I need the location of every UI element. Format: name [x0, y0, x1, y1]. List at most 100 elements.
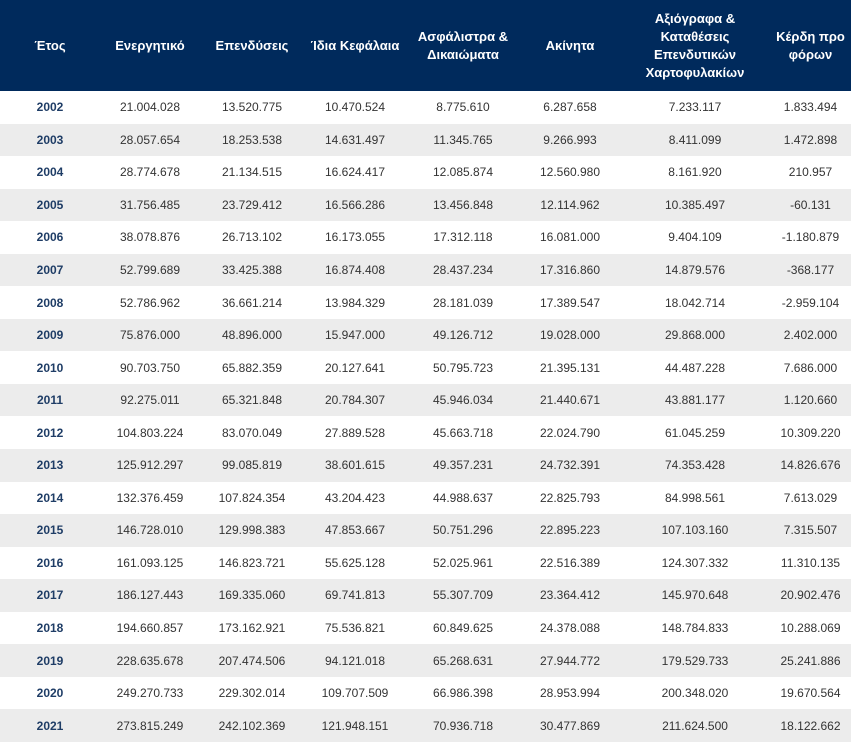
- table-row: 2002 21.004.028 13.520.775 10.470.524 8.775.…: [0, 91, 851, 124]
- cell-premiums: 8.775.610: [436, 100, 490, 115]
- table-row: 2010 90.703.750 65.882.359 20.127.641 50.795…: [0, 351, 851, 384]
- cell-investments: 33.425.388: [221, 263, 283, 277]
- cell-pretax-profit: 1.472.898: [783, 132, 838, 147]
- table-row: 2020 249.270.733 229.302.014 109.707.509 66.…: [0, 676, 851, 710]
- cell-securities: 18.042.714: [664, 295, 726, 310]
- header-pretax-profit: Κέρδη προ φόρων: [776, 28, 845, 62]
- cell-real-estate: 22.825.793: [539, 490, 601, 505]
- cell-premiums: 11.345.765: [433, 132, 493, 147]
- cell-pretax-profit: -1.180.879: [781, 230, 840, 245]
- cell-securities: 29.868.000: [664, 328, 726, 343]
- table-row: 2009 75.876.000 48.896.000 15.947.000 49.126…: [0, 318, 851, 352]
- cell-premiums: 66.986.398: [432, 686, 494, 701]
- cell-assets: 125.912.297: [116, 458, 184, 473]
- cell-premiums: 28.437.234: [432, 263, 494, 277]
- table-body: 2002 21.004.028 13.520.775 10.470.524 8.775.…: [0, 91, 851, 742]
- cell-year: 2003: [36, 132, 64, 147]
- cell-investments: 107.824.354: [218, 490, 286, 505]
- cell-premiums: 65.268.631: [432, 653, 494, 668]
- cell-securities: 61.045.259: [664, 425, 726, 440]
- cell-premiums: 55.307.709: [432, 588, 494, 603]
- cell-real-estate: 24.732.391: [539, 458, 601, 473]
- cell-securities: 9.404.109: [668, 230, 722, 245]
- cell-equity: 13.984.329: [324, 295, 386, 310]
- table-row: 2015 146.728.010 129.998.383 47.853.667 50.7…: [0, 514, 851, 547]
- cell-equity: 121.948.151: [321, 718, 389, 733]
- cell-real-estate: 19.028.000: [539, 328, 601, 343]
- table-header: Έτος Ενεργητικό Επενδύσεις Ίδια Κεφάλαια…: [0, 0, 851, 91]
- cell-year: 2002: [36, 100, 64, 115]
- cell-assets: 132.376.459: [116, 490, 184, 505]
- cell-assets: 92.275.011: [120, 393, 180, 408]
- cell-equity: 47.853.667: [324, 523, 386, 538]
- cell-premiums: 60.849.625: [432, 621, 494, 636]
- cell-premiums: 45.946.034: [432, 393, 494, 408]
- cell-premiums: 70.936.718: [432, 718, 494, 733]
- cell-year: 2005: [36, 197, 64, 212]
- cell-premiums: 44.988.637: [432, 490, 494, 505]
- cell-real-estate: 22.024.790: [539, 425, 601, 440]
- cell-premiums: 28.181.039: [432, 295, 494, 310]
- cell-pretax-profit: -2.959.104: [781, 295, 840, 310]
- cell-year: 2010: [36, 360, 64, 375]
- cell-pretax-profit: 7.613.029: [783, 490, 838, 505]
- cell-assets: 31.756.485: [119, 197, 181, 212]
- cell-year: 2015: [36, 523, 64, 538]
- table-row: 2006 38.078.876 26.713.102 16.173.055 17.312…: [0, 221, 851, 254]
- cell-securities: 43.881.177: [664, 393, 726, 408]
- cell-pretax-profit: 19.670.564: [780, 686, 841, 701]
- table-row: 2012 104.803.224 83.070.049 27.889.528 45.66…: [0, 416, 851, 450]
- cell-assets: 186.127.443: [116, 588, 184, 603]
- cell-equity: 15.947.000: [324, 328, 386, 343]
- cell-year: 2013: [36, 458, 64, 473]
- cell-assets: 52.786.962: [119, 295, 181, 310]
- cell-equity: 10.470.524: [324, 100, 386, 115]
- cell-securities: 179.529.733: [661, 653, 729, 668]
- cell-real-estate: 9.266.993: [543, 132, 597, 147]
- cell-investments: 146.823.721: [218, 555, 286, 570]
- cell-equity: 20.127.641: [324, 360, 386, 375]
- cell-investments: 65.882.359: [221, 360, 283, 375]
- cell-investments: 173.162.921: [218, 621, 286, 636]
- table-row: 2018 194.660.857 173.162.921 75.536.821 60.8…: [0, 611, 851, 645]
- cell-investments: 65.321.848: [221, 393, 283, 408]
- cell-premiums: 12.085.874: [432, 165, 494, 180]
- cell-assets: 90.703.750: [119, 360, 181, 375]
- cell-pretax-profit: 10.309.220: [780, 425, 841, 440]
- cell-real-estate: 6.287.658: [543, 100, 597, 115]
- cell-premiums: 52.025.961: [432, 555, 494, 570]
- cell-real-estate: 12.560.980: [539, 165, 601, 180]
- header-row: Έτος Ενεργητικό Επενδύσεις Ίδια Κεφάλαια…: [0, 0, 851, 91]
- cell-year: 2014: [36, 490, 64, 505]
- cell-real-estate: 17.389.547: [539, 295, 601, 310]
- cell-assets: 75.876.000: [119, 328, 181, 343]
- cell-equity: 94.121.018: [324, 653, 386, 668]
- cell-real-estate: 23.364.412: [539, 588, 601, 603]
- cell-assets: 38.078.876: [119, 230, 181, 245]
- cell-real-estate: 22.895.223: [539, 523, 601, 538]
- cell-securities: 44.487.228: [664, 360, 726, 375]
- cell-year: 2016: [36, 555, 64, 570]
- table-row: 2011 92.275.011 65.321.848 20.784.307 45.946…: [0, 383, 851, 417]
- cell-equity: 69.741.813: [324, 588, 386, 603]
- header-investments: Επενδύσεις: [215, 37, 289, 53]
- cell-real-estate: 22.516.389: [539, 555, 601, 570]
- cell-investments: 99.085.819: [221, 458, 283, 473]
- cell-equity: 16.874.408: [324, 263, 386, 277]
- cell-pretax-profit: 11.310.135: [780, 555, 841, 570]
- cell-equity: 16.173.055: [324, 230, 386, 245]
- cell-securities: 148.784.833: [661, 621, 729, 636]
- cell-securities: 145.970.648: [661, 588, 729, 603]
- cell-assets: 273.815.249: [116, 718, 184, 733]
- cell-pretax-profit: 18.122.662: [780, 718, 841, 733]
- cell-equity: 38.601.615: [324, 458, 386, 473]
- cell-real-estate: 30.477.869: [539, 718, 601, 733]
- cell-real-estate: 12.114.962: [540, 197, 600, 212]
- cell-year: 2020: [36, 686, 64, 701]
- cell-investments: 48.896.000: [221, 328, 283, 343]
- cell-pretax-profit: 14.826.676: [780, 458, 841, 473]
- cell-assets: 52.799.689: [119, 263, 181, 277]
- table-row: 2021 273.815.249 242.102.369 121.948.151 70.…: [0, 709, 851, 742]
- cell-assets: 249.270.733: [116, 686, 184, 701]
- header-premiums: Ασφάλιστρα & Δικαιώματα: [417, 28, 509, 62]
